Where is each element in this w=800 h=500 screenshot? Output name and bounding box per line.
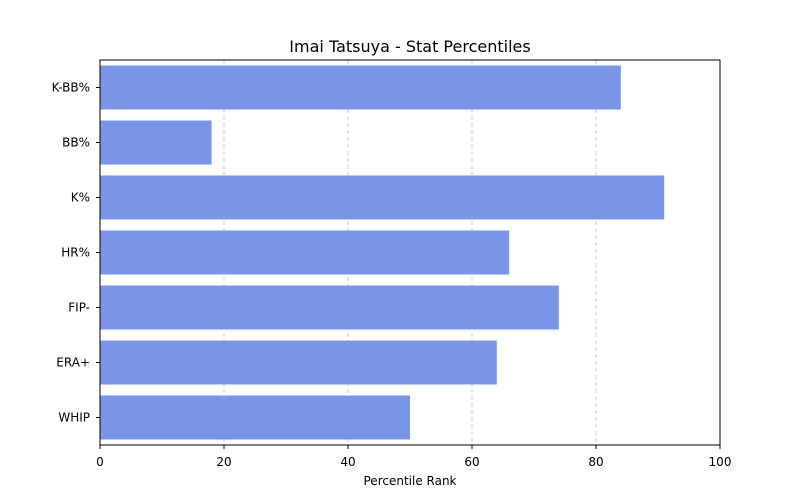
bar bbox=[100, 285, 559, 330]
bar bbox=[100, 65, 621, 110]
x-axis-ticks: 0 20 40 60 80 100 bbox=[96, 445, 731, 469]
y-tick-label: FIP- bbox=[68, 301, 90, 315]
y-tick-label: WHIP bbox=[58, 411, 90, 425]
y-axis-ticks: K-BB% BB% K% HR% FIP- ERA+ WHIP bbox=[52, 81, 100, 425]
bar bbox=[100, 120, 212, 165]
y-tick-label: HR% bbox=[61, 246, 90, 260]
x-tick-label: 0 bbox=[96, 455, 104, 469]
x-tick-label: 20 bbox=[216, 455, 231, 469]
bar bbox=[100, 230, 510, 275]
y-tick-label: ERA+ bbox=[56, 356, 90, 370]
y-tick-label: K-BB% bbox=[52, 81, 90, 95]
bars bbox=[100, 65, 665, 440]
y-tick-label: BB% bbox=[62, 136, 90, 150]
bar bbox=[100, 340, 497, 385]
x-tick-label: 100 bbox=[709, 455, 732, 469]
x-tick-label: 80 bbox=[588, 455, 603, 469]
bar bbox=[100, 175, 665, 220]
bar bbox=[100, 395, 410, 440]
y-tick-label: K% bbox=[71, 191, 90, 205]
x-tick-label: 40 bbox=[340, 455, 355, 469]
chart-title: Imai Tatsuya - Stat Percentiles bbox=[289, 37, 530, 56]
x-tick-label: 60 bbox=[464, 455, 479, 469]
x-axis-label: Percentile Rank bbox=[364, 474, 457, 488]
